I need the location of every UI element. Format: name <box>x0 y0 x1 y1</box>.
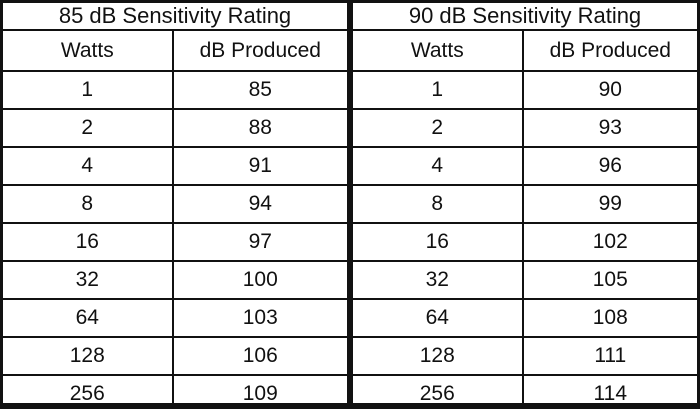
table-row: 32 105 <box>353 261 697 300</box>
db-cell: 111 <box>522 337 697 376</box>
watts-cell: 2 <box>353 109 524 148</box>
column-header-watts: Watts <box>353 31 524 72</box>
watts-cell: 1 <box>353 71 524 110</box>
db-cell: 105 <box>522 261 697 300</box>
table-row: 128 106 <box>3 337 347 376</box>
watts-cell: 16 <box>353 223 524 262</box>
watts-cell: 4 <box>353 147 524 186</box>
table-row: 2 93 <box>353 109 697 148</box>
watts-cell: 256 <box>353 375 524 403</box>
watts-cell: 64 <box>3 299 174 338</box>
header-row: Watts dB Produced <box>3 31 347 72</box>
table-row: 16 97 <box>3 223 347 262</box>
db-cell: 94 <box>172 185 347 224</box>
db-cell: 114 <box>593 382 628 403</box>
table-row: 32 100 <box>3 261 347 300</box>
table-row: 16 102 <box>353 223 697 262</box>
table-row: 4 96 <box>353 147 697 186</box>
db-cell: 106 <box>172 337 347 376</box>
table-title: 85 dB Sensitivity Rating <box>3 3 347 31</box>
watts-cell: 4 <box>3 147 174 186</box>
db-cell: 102 <box>522 223 697 262</box>
table-title: 90 dB Sensitivity Rating <box>353 3 697 31</box>
db-cell: 93 <box>522 109 697 148</box>
db-cell: 100 <box>172 261 347 300</box>
table-panel-85db: 85 dB Sensitivity Rating Watts dB Produc… <box>3 3 347 403</box>
column-header-db-produced: dB Produced <box>522 31 697 72</box>
table-row: 256 109 <box>3 375 347 403</box>
data-table: Watts dB Produced 1 85 2 88 4 91 8 94 16 97 3… <box>3 31 347 403</box>
db-cell: 96 <box>522 147 697 186</box>
table-row: 8 99 <box>353 185 697 224</box>
watts-cell: 32 <box>3 261 174 300</box>
table-row: 256 114 <box>353 375 697 403</box>
table-row: 128 111 <box>353 337 697 376</box>
table-row: 2 88 <box>3 109 347 148</box>
table-row: 64 108 <box>353 299 697 338</box>
table-row: 1 90 <box>353 71 697 110</box>
data-table: Watts dB Produced 1 90 2 93 4 96 8 99 16 102 … <box>353 31 697 403</box>
table-row: 8 94 <box>3 185 347 224</box>
table-row: 1 85 <box>3 71 347 110</box>
db-cell: 97 <box>172 223 347 262</box>
watts-cell: 128 <box>3 337 174 376</box>
table-row: 64 103 <box>3 299 347 338</box>
db-cell: 108 <box>522 299 697 338</box>
db-cell: 88 <box>172 109 347 148</box>
column-header-db-produced: dB Produced <box>172 31 347 72</box>
db-cell: 91 <box>172 147 347 186</box>
watts-cell: 8 <box>353 185 524 224</box>
db-cell: 90 <box>522 71 697 110</box>
db-cell: 103 <box>172 299 347 338</box>
watts-cell: 128 <box>353 337 524 376</box>
watts-cell: 32 <box>353 261 524 300</box>
table-panel-90db: 90 dB Sensitivity Rating Watts dB Produc… <box>353 3 697 403</box>
watts-cell: 16 <box>3 223 174 262</box>
watts-cell: 2 <box>3 109 174 148</box>
header-row: Watts dB Produced <box>353 31 697 72</box>
watts-cell: 64 <box>353 299 524 338</box>
table-row: 4 91 <box>3 147 347 186</box>
db-cell: 99 <box>522 185 697 224</box>
db-cell: 85 <box>172 71 347 110</box>
watts-cell: 256 <box>3 375 174 403</box>
db-cell: 109 <box>242 382 278 403</box>
column-header-watts: Watts <box>3 31 174 72</box>
watts-cell: 8 <box>3 185 174 224</box>
watts-cell: 1 <box>3 71 174 110</box>
